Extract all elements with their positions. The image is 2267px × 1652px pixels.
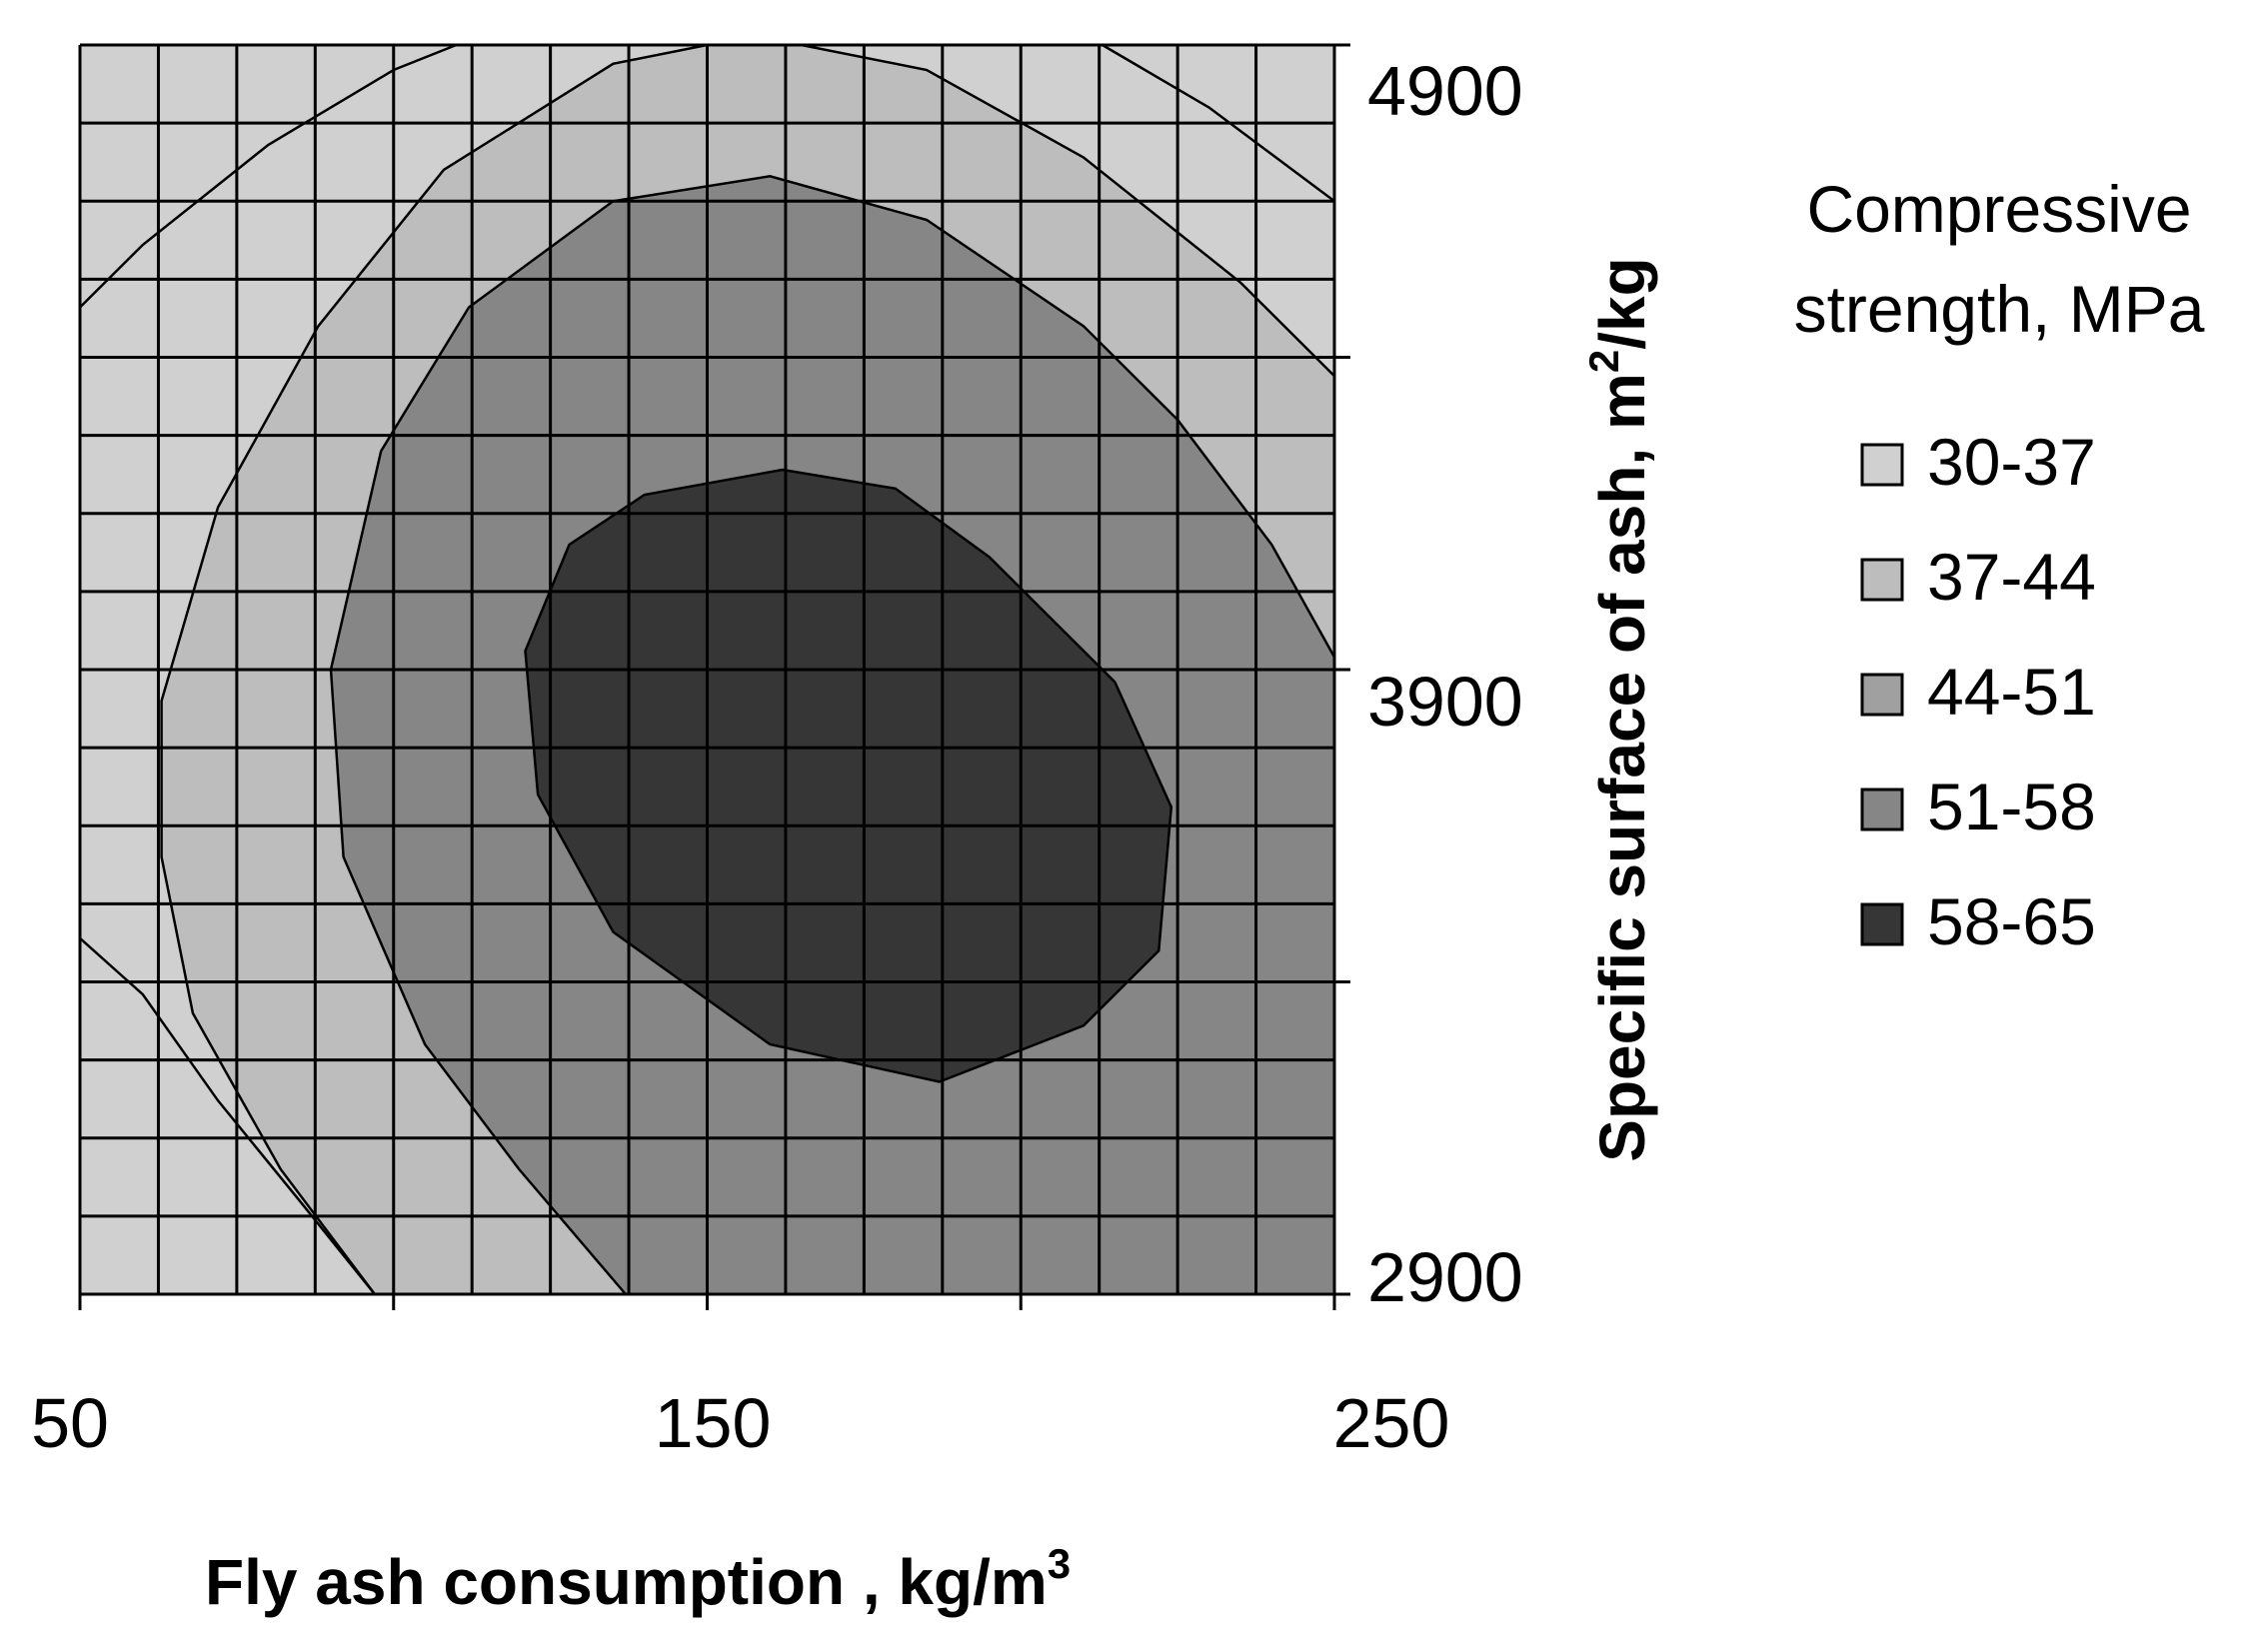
band-58-65 [525,470,1171,1082]
x-tick-label: 250 [1333,1384,1450,1462]
legend-items: 30-37 37-44 44-51 51-58 58-65 [1860,425,2096,958]
contour-line-37 [79,43,457,309]
legend-title-line2: strength, MPa [1794,272,2205,346]
x-axis-title-text: Fly ash consumption , kg/m [205,1546,1048,1618]
x-axis-title-sup: 3 [1048,1540,1071,1587]
legend-label: 44-51 [1927,655,2096,729]
legend-title-line1: Compressive [1806,172,2191,246]
legend-label: 51-58 [1927,770,2096,843]
contour-line-51 [524,468,1173,1083]
legend: Compressive strength, MPa 30-37 37-44 44-5… [1794,172,2205,958]
legend-label: 58-65 [1927,884,2096,958]
y-tick-label: 2900 [1367,1238,1523,1316]
y-tick-label: 4900 [1367,52,1523,130]
legend-swatch [1860,558,1904,602]
x-tick-label: 150 [655,1384,772,1462]
contour-lines [79,43,1336,1295]
y-tick-label: 3900 [1367,663,1523,741]
x-tick-label: 50 [31,1384,109,1462]
y-axis-title-text: Specific surface of ash, m [1586,373,1658,1162]
legend-swatch [1860,788,1904,831]
band-30-37 [80,45,457,308]
legend-swatch [1860,902,1904,946]
legend-swatch [1860,673,1904,717]
contour-line-44 [160,43,1335,1295]
legend-label: 30-37 [1927,425,2096,499]
legend-label: 37-44 [1927,540,2096,614]
y-axis-title-sup: 2 [1580,350,1627,373]
contour-line-44 [329,175,1336,1295]
contour-line-37 [79,936,376,1295]
legend-swatch [1860,443,1904,487]
x-axis-title: Fly ash consumption , kg/m3 [205,1540,1071,1618]
y-axis-title-tail: /kg [1586,257,1658,349]
contour-line-37 [1102,43,1335,203]
axes [78,43,1350,1310]
y-axis-title: Specific surface of ash, m2/kg [1580,257,1658,1161]
